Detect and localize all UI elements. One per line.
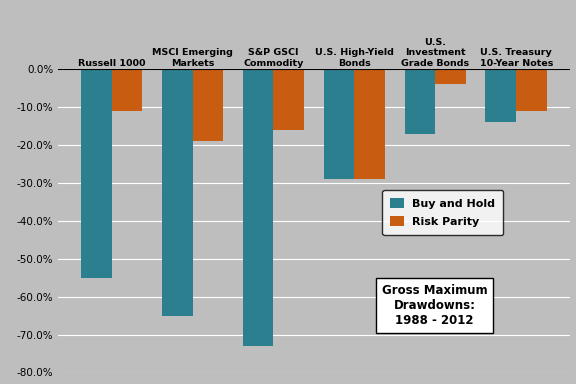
Bar <box>192 69 223 141</box>
Bar <box>435 69 466 84</box>
Bar <box>274 69 304 130</box>
Bar <box>242 69 274 346</box>
Bar <box>486 69 516 122</box>
Bar <box>162 69 192 316</box>
Bar <box>404 69 435 134</box>
Bar <box>112 69 142 111</box>
Legend: Buy and Hold, Risk Parity: Buy and Hold, Risk Parity <box>382 190 503 235</box>
Bar <box>516 69 547 111</box>
Bar <box>81 69 112 278</box>
Text: Gross Maximum
Drawdowns:
1988 - 2012: Gross Maximum Drawdowns: 1988 - 2012 <box>381 284 487 327</box>
Bar <box>324 69 354 179</box>
Bar <box>354 69 385 179</box>
